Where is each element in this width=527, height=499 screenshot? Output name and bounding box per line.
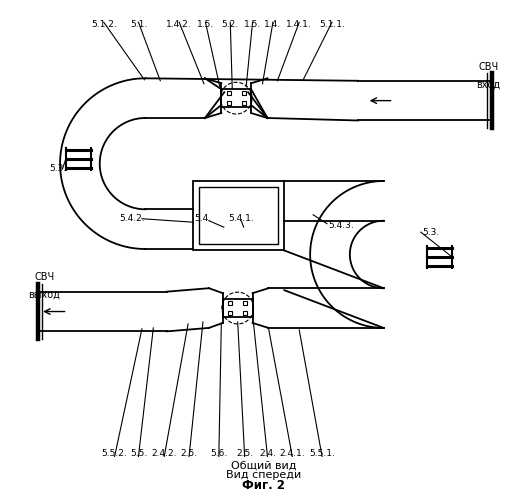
Text: 5.4.2.: 5.4.2.: [120, 214, 145, 223]
Text: 5.4.3.: 5.4.3.: [328, 221, 354, 230]
Text: вход: вход: [476, 80, 500, 90]
Bar: [243, 311, 247, 315]
Bar: [228, 311, 232, 315]
Text: Вид спереди: Вид спереди: [226, 470, 301, 480]
Bar: [242, 91, 246, 95]
Text: 5.1.1.: 5.1.1.: [319, 20, 345, 29]
Bar: [193, 181, 285, 250]
Bar: [242, 101, 246, 105]
Text: СВЧ: СВЧ: [34, 272, 54, 282]
Text: 1.5.: 1.5.: [244, 20, 261, 29]
Text: Общий вид: Общий вид: [231, 460, 296, 471]
Text: СВЧ: СВЧ: [478, 62, 499, 72]
Text: 5.3.: 5.3.: [49, 164, 66, 173]
Text: 5.1.: 5.1.: [130, 20, 147, 29]
Text: 5.3.: 5.3.: [422, 228, 440, 237]
Bar: [200, 188, 278, 244]
Text: 1.5.: 1.5.: [197, 20, 214, 29]
Text: 5.5.: 5.5.: [130, 449, 147, 458]
Text: 5.5.2.: 5.5.2.: [102, 449, 128, 458]
Bar: [228, 301, 232, 305]
Text: 5.6.: 5.6.: [210, 449, 228, 458]
Bar: [243, 301, 247, 305]
Bar: [227, 101, 231, 105]
Text: 2.4.: 2.4.: [259, 449, 276, 458]
Text: 2.5.: 2.5.: [181, 449, 198, 458]
Text: 5.1.2.: 5.1.2.: [91, 20, 116, 29]
Text: 1.4.: 1.4.: [265, 20, 281, 29]
Text: 1.4.1.: 1.4.1.: [286, 20, 312, 29]
Text: 5.5.1.: 5.5.1.: [309, 449, 335, 458]
Text: 2.4.2.: 2.4.2.: [151, 449, 177, 458]
Text: 5.4.1.: 5.4.1.: [229, 214, 255, 223]
Text: Фиг. 2: Фиг. 2: [242, 479, 285, 492]
Text: выход: выход: [28, 289, 60, 299]
Text: 5.4.: 5.4.: [194, 214, 211, 223]
Text: 2.5.: 2.5.: [236, 449, 253, 458]
Text: 2.4.1.: 2.4.1.: [279, 449, 305, 458]
Bar: [227, 91, 231, 95]
Text: 1.4.2.: 1.4.2.: [167, 20, 192, 29]
Text: 5.2.: 5.2.: [222, 20, 239, 29]
